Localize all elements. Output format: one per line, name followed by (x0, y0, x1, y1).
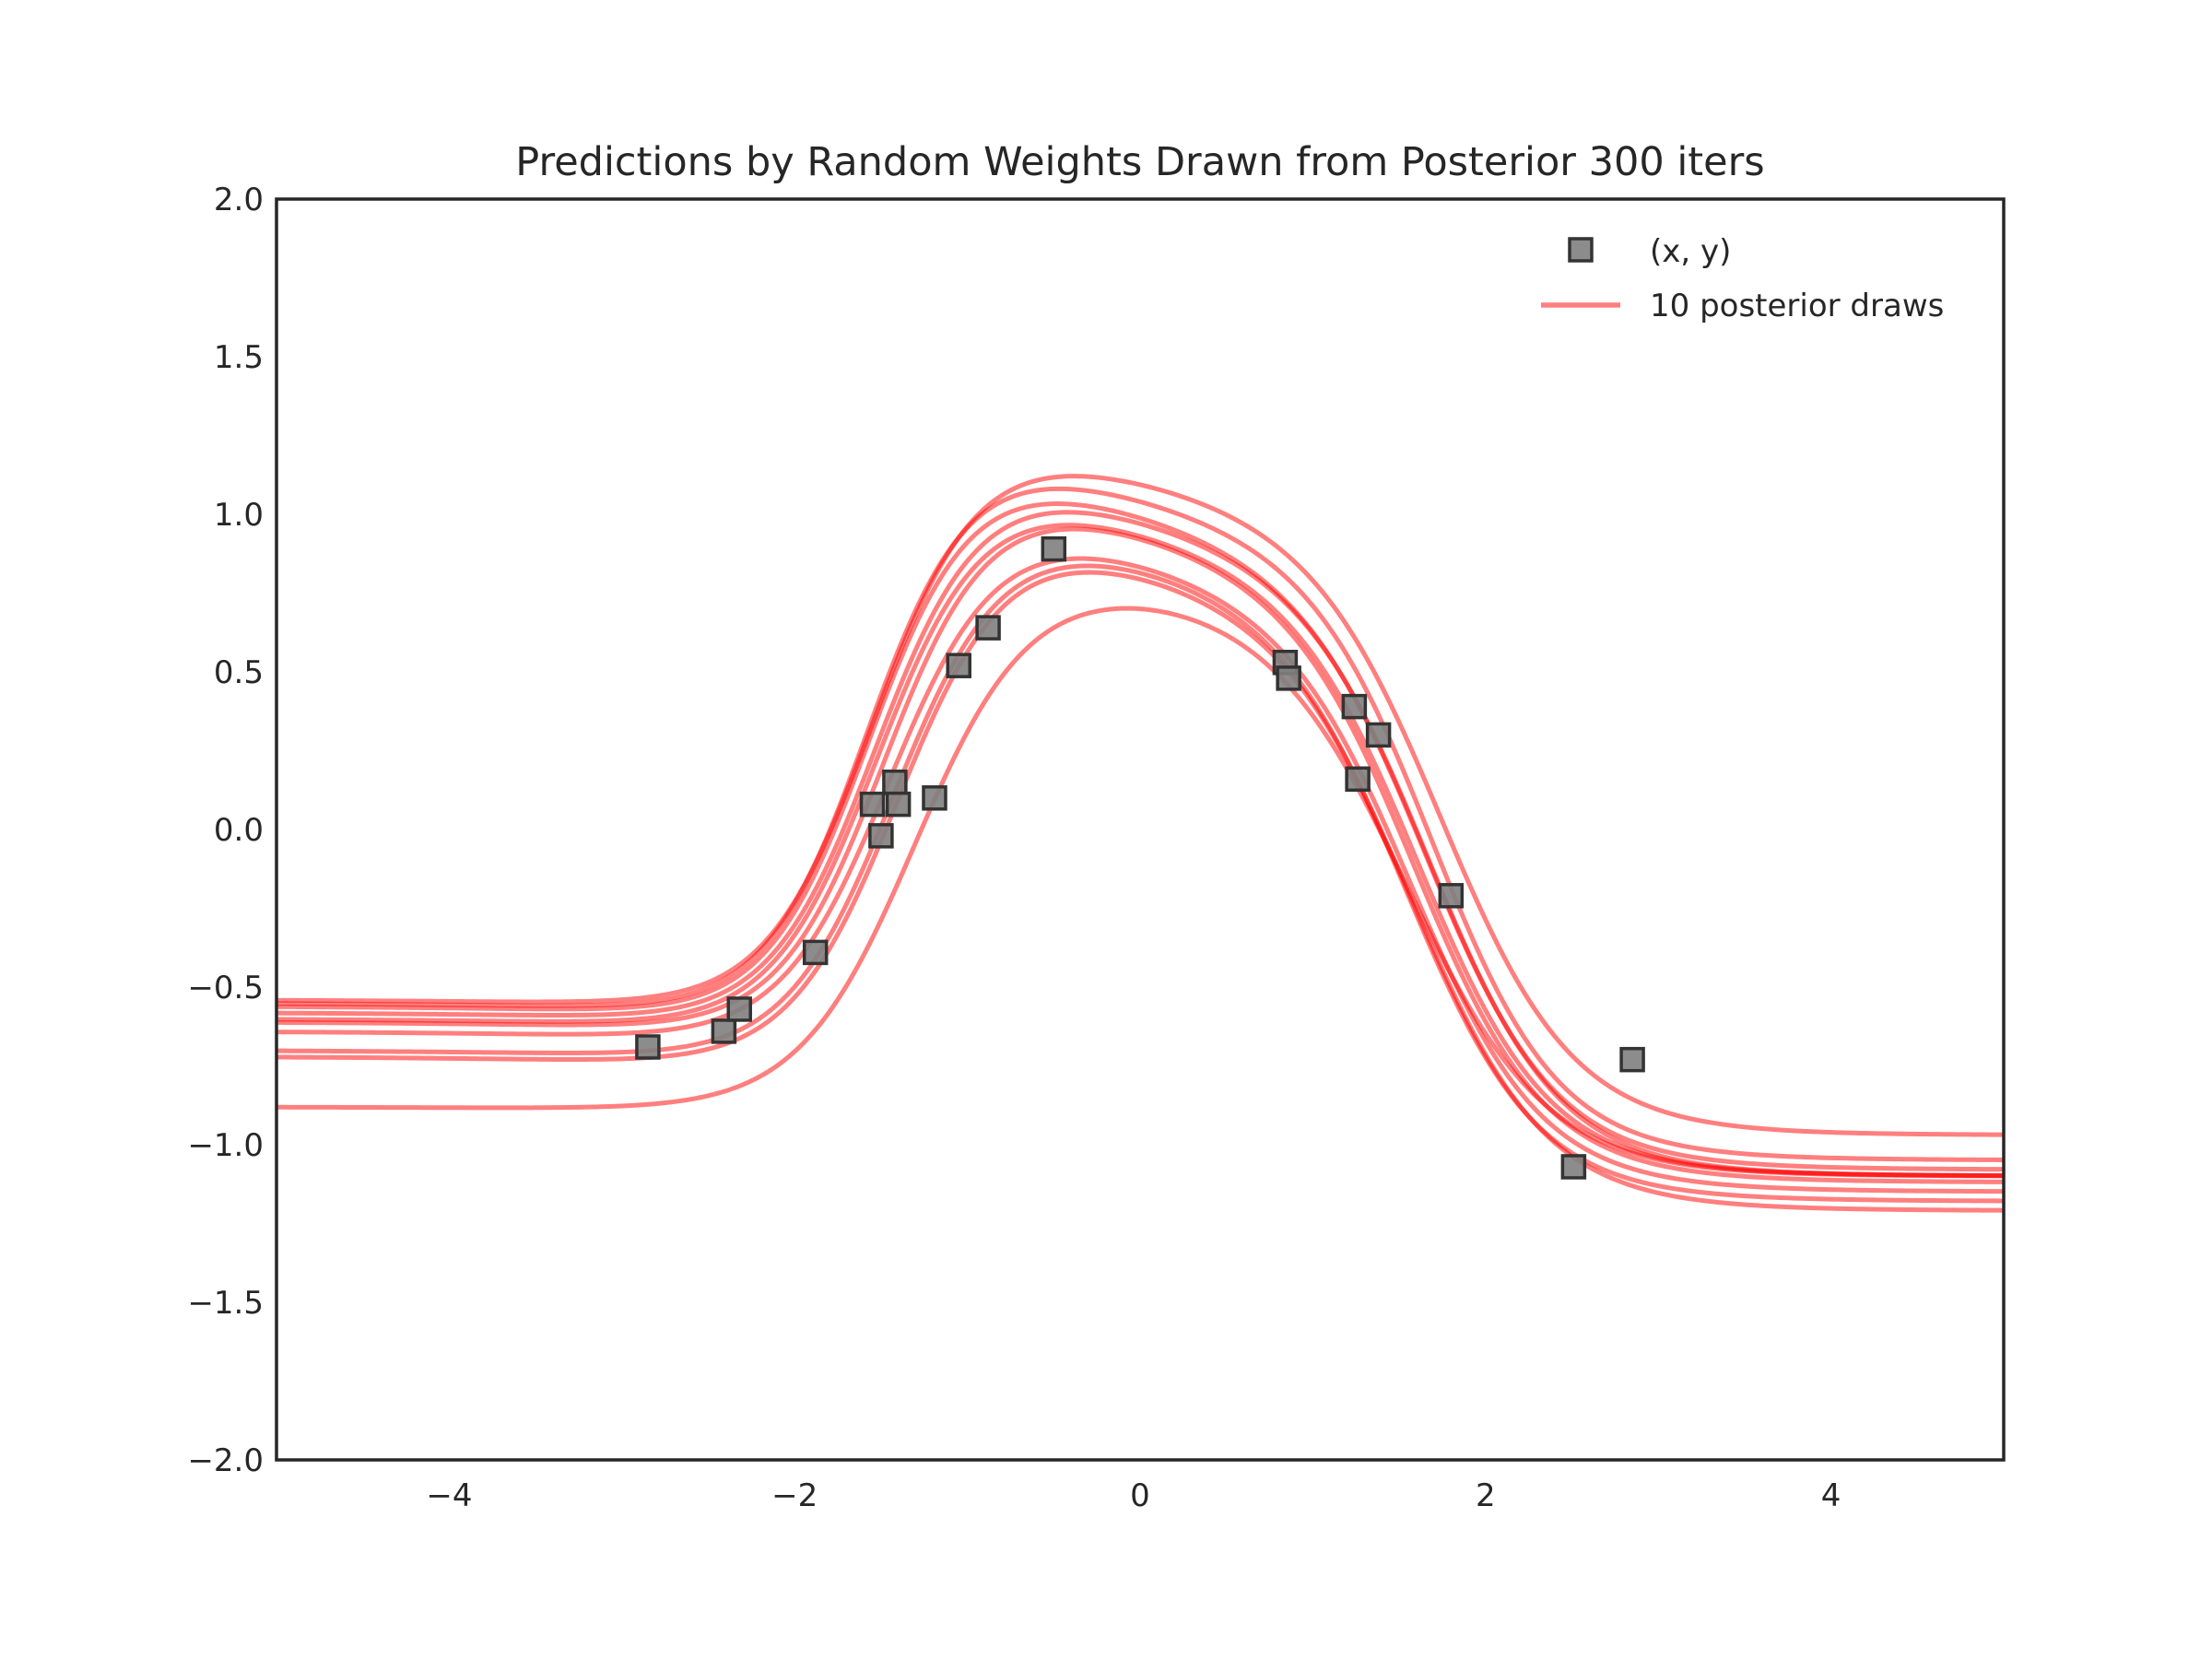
y-tick-label: 0.0 (214, 812, 264, 849)
y-tick-label: −0.5 (187, 970, 264, 1006)
x-axis-ticks: −4 −2 0 2 4 (426, 1477, 1841, 1514)
data-point-marker (859, 791, 886, 818)
y-axis-ticks: −2.0 −1.5 −1.0 −0.5 0.0 0.5 1.0 1.5 2.0 (187, 182, 264, 1479)
data-point-marker (1438, 883, 1465, 909)
data-point-marker (726, 996, 752, 1022)
data-point-marker (1341, 693, 1368, 720)
x-tick-label: −2 (771, 1477, 818, 1514)
legend-marker-scatter (1568, 237, 1594, 263)
y-tick-label: 1.5 (214, 339, 264, 376)
data-point-marker (1276, 665, 1301, 691)
data-point-marker (1560, 1154, 1587, 1180)
data-point-marker (885, 791, 912, 818)
posterior-draw-line (276, 563, 2004, 1204)
legend-label-scatter: (x, y) (1650, 233, 1731, 270)
y-tick-label: −1.5 (187, 1285, 264, 1322)
y-tick-label: −1.0 (187, 1127, 264, 1164)
plot-frame (275, 197, 2006, 1462)
data-points (635, 535, 1645, 1180)
x-tick-label: 2 (1476, 1477, 1496, 1514)
chart-title: Predictions by Random Weights Drawn from… (515, 139, 1764, 185)
posterior-draw-line (276, 556, 2004, 1194)
data-point-marker (635, 1034, 661, 1060)
data-point-marker (802, 939, 829, 966)
posterior-draw-line (276, 526, 2004, 1184)
posterior-draw-line (276, 486, 2004, 1162)
data-point-marker (946, 653, 971, 678)
data-point-marker (1365, 722, 1392, 748)
y-tick-label: 1.0 (214, 497, 264, 534)
legend-label-lines: 10 posterior draws (1650, 288, 1944, 324)
data-point-marker (1345, 766, 1371, 793)
legend: (x, y) 10 posterior draws (1541, 233, 1944, 324)
posterior-draw-line (276, 474, 2004, 1137)
data-point-marker (868, 823, 894, 849)
posterior-draw-line (276, 606, 2004, 1179)
x-tick-label: 0 (1130, 1477, 1150, 1514)
data-point-marker (975, 615, 1001, 641)
y-tick-label: 0.5 (214, 654, 264, 691)
y-tick-label: 2.0 (214, 182, 264, 218)
data-point-marker (1041, 535, 1067, 562)
data-point-marker (1619, 1046, 1645, 1073)
posterior-draw-line (276, 570, 2004, 1213)
x-tick-label: −4 (426, 1477, 472, 1514)
data-point-marker (882, 769, 908, 795)
posterior-draw-lines (276, 474, 2004, 1213)
data-point-marker (922, 785, 947, 811)
posterior-draw-line (276, 500, 2004, 1172)
x-tick-label: 4 (1821, 1477, 1841, 1514)
data-point-marker (711, 1018, 737, 1044)
y-tick-label: −2.0 (187, 1442, 264, 1479)
